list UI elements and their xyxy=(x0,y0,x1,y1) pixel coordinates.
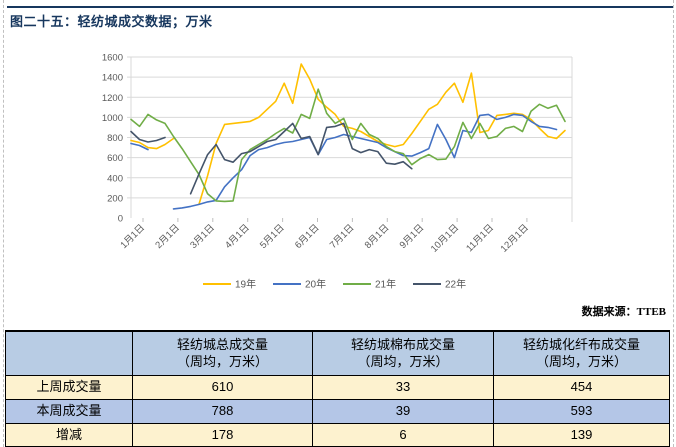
x-axis-tick-label: 11月1日 xyxy=(464,222,496,254)
x-axis: 1月1日 2月1日 3月1日 4月1日 5月1日 6月1日 7月1日 8月1日 9月1日 10月1… xyxy=(118,218,531,255)
row-label: 本周成交量 xyxy=(5,398,133,424)
cell-value-change: 178 xyxy=(132,422,313,447)
gridlines: 0 200 400 600 800 1000 1200 1400 1600 xyxy=(102,53,573,225)
table-header-chemfiber: 轻纺城化纤布成交量 （周均，万米） xyxy=(493,330,670,376)
header-title: 轻纺城总成交量 xyxy=(176,336,268,352)
cell-value: 788 xyxy=(132,398,313,424)
table-row-last-week: 上周成交量 610 33 454 xyxy=(5,374,670,400)
x-axis-tick-label: 2月1日 xyxy=(153,222,182,251)
x-axis-tick-label: 6月1日 xyxy=(293,222,322,251)
x-axis-tick-label: 1月1日 xyxy=(118,222,147,251)
y-axis-tick-label: 1600 xyxy=(102,53,123,64)
legend-item-20年: 20年 xyxy=(273,278,326,291)
header-sub: （周均，万米） xyxy=(357,354,449,370)
legend-label: 22年 xyxy=(445,278,466,291)
legend-item-21年: 21年 xyxy=(343,278,396,291)
cell-value-change: 139 xyxy=(493,422,670,447)
chart-legend: 19年 20年 21年 22年 xyxy=(203,278,466,291)
legend-label: 21年 xyxy=(375,278,396,291)
y-axis-tick-label: 1000 xyxy=(102,113,123,124)
figure-title: 图二十五：轻纺城成交数据；万米 xyxy=(10,14,213,29)
cell-value-change: 6 xyxy=(312,422,494,447)
row-label: 上周成交量 xyxy=(5,374,133,400)
series-line-20年 xyxy=(130,113,558,210)
legend-item-22年: 22年 xyxy=(413,278,466,291)
cell-value: 39 xyxy=(312,398,494,424)
header-title: 轻纺城棉布成交量 xyxy=(350,336,455,352)
cell-value: 610 xyxy=(132,374,313,400)
x-axis-tick-label: 7月1日 xyxy=(328,222,357,251)
x-axis-tick-label: 5月1日 xyxy=(258,222,287,251)
x-axis-tick-label: 9月1日 xyxy=(398,222,427,251)
y-axis-tick-label: 200 xyxy=(107,193,123,204)
summary-table: 轻纺城总成交量 （周均，万米） 轻纺城棉布成交量 （周均，万米） 轻纺城化纤布成… xyxy=(5,330,670,447)
page-margin-guide-left xyxy=(3,0,4,447)
y-axis-tick-label: 1200 xyxy=(102,93,123,104)
cell-value: 593 xyxy=(493,398,670,424)
table-corner-cell xyxy=(5,330,133,376)
y-axis-tick-label: 0 xyxy=(118,214,123,225)
x-axis-tick-label: 4月1日 xyxy=(223,222,252,251)
title-top-rule xyxy=(7,6,673,8)
legend-label: 19年 xyxy=(235,278,256,291)
table-row-change: 增减 178 6 139 xyxy=(5,422,670,447)
table-header-cotton: 轻纺城棉布成交量 （周均，万米） xyxy=(312,330,494,376)
legend-label: 20年 xyxy=(305,278,326,291)
table-header-total: 轻纺城总成交量 （周均，万米） xyxy=(132,330,313,376)
x-axis-tick-label: 12月1日 xyxy=(499,222,531,254)
row-label: 增减 xyxy=(5,422,133,447)
series-line-22年 xyxy=(130,122,413,195)
cell-value: 454 xyxy=(493,374,670,400)
data-source-note: 数据来源：TTEB xyxy=(581,306,666,318)
page-margin-guide-right xyxy=(673,0,674,447)
header-sub: （周均，万米） xyxy=(176,354,268,370)
chart-area: 0 200 400 600 800 1000 1200 1400 1600 1月1日 2月1日 3月1… xyxy=(0,36,676,298)
x-axis-tick-label: 8月1日 xyxy=(363,222,392,251)
table-header-row: 轻纺城总成交量 （周均，万米） 轻纺城棉布成交量 （周均，万米） 轻纺城化纤布成… xyxy=(5,330,670,376)
x-axis-tick-label: 3月1日 xyxy=(188,222,217,251)
cell-value: 33 xyxy=(312,374,494,400)
table-row-this-week: 本周成交量 788 39 593 xyxy=(5,398,670,424)
transactions-line-chart: 0 200 400 600 800 1000 1200 1400 1600 1月1日 2月1日 3月1… xyxy=(102,53,573,291)
legend-item-19年: 19年 xyxy=(203,278,256,291)
y-axis-tick-label: 600 xyxy=(107,153,123,164)
series-line-21年 xyxy=(130,88,566,203)
x-axis-tick-label: 10月1日 xyxy=(429,222,461,254)
y-axis-tick-label: 400 xyxy=(107,173,123,184)
y-axis-tick-label: 800 xyxy=(107,133,123,144)
header-title: 轻纺城化纤布成交量 xyxy=(522,336,640,352)
y-axis-tick-label: 1400 xyxy=(102,73,123,84)
header-sub: （周均，万米） xyxy=(535,354,627,370)
